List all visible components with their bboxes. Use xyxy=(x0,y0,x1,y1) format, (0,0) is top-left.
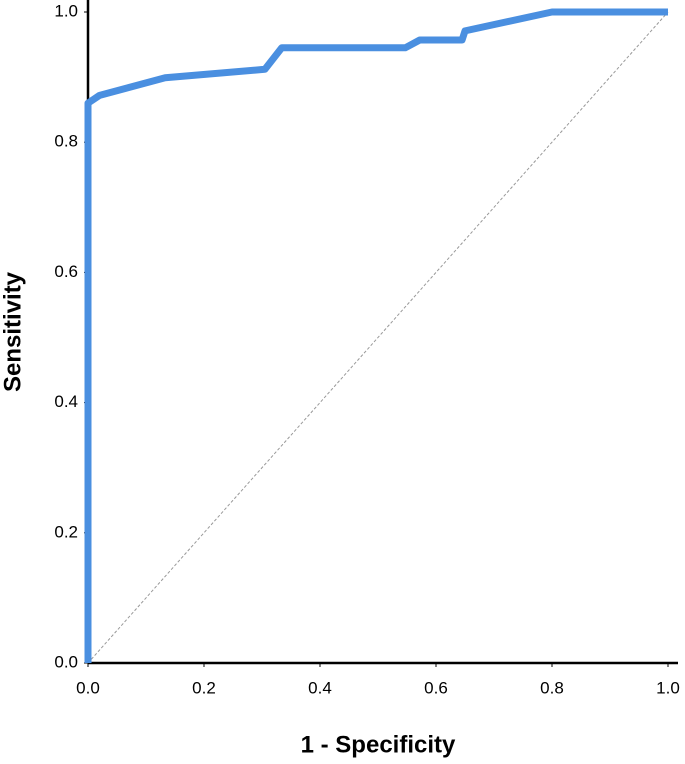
x-tick-label: 1.0 xyxy=(656,678,680,697)
y-axis-title: Sensitivity xyxy=(0,271,26,392)
x-tick-label: 0.4 xyxy=(308,678,332,697)
roc-curve xyxy=(84,8,668,663)
x-tick-label: 0.2 xyxy=(192,678,216,697)
y-tick-label: 0.0 xyxy=(54,652,78,671)
y-tick-label: 0.6 xyxy=(54,262,78,281)
y-tick-label: 1.0 xyxy=(54,1,78,20)
x-tick-label: 0.0 xyxy=(76,678,100,697)
y-tick-label: 0.2 xyxy=(54,522,78,541)
x-tick-label: 0.6 xyxy=(424,678,448,697)
x-tick-label: 0.8 xyxy=(540,678,564,697)
x-axis-title: 1 - Specificity xyxy=(301,731,456,758)
reference-line xyxy=(87,11,669,664)
y-tick-label: 0.4 xyxy=(54,392,78,411)
y-tick-label: 0.8 xyxy=(54,132,78,151)
